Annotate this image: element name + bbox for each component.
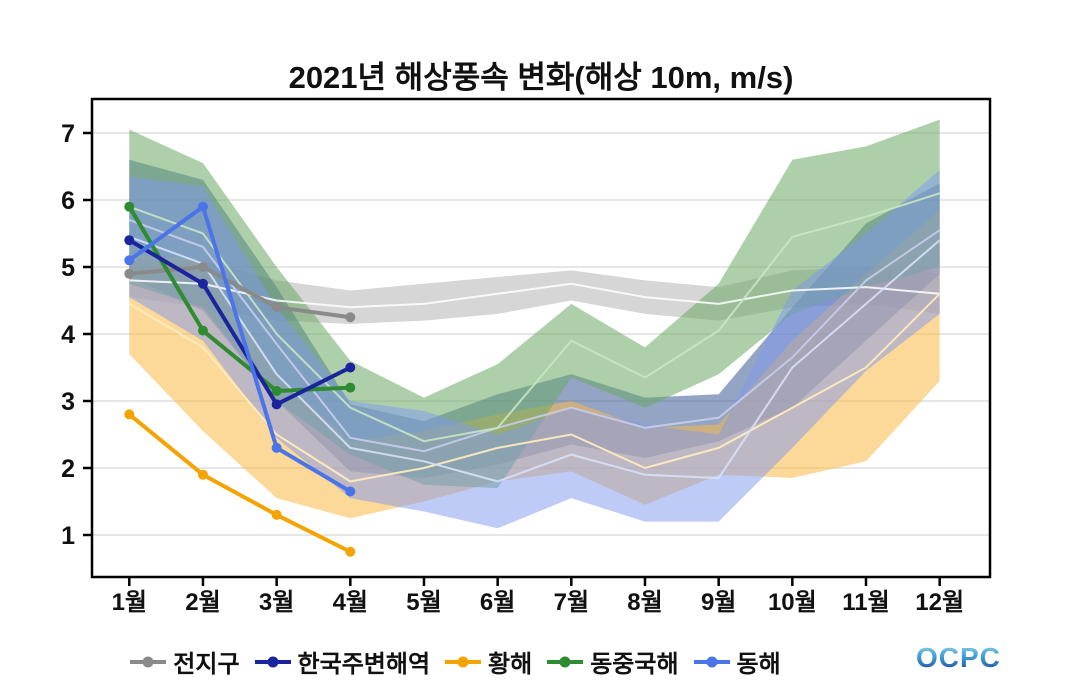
y-tick-label: 4 [61,321,75,349]
legend-marker-icon-yellow-sea [445,656,482,667]
legend-marker-icon-korea-waters [254,656,291,667]
mean-line-east-sea [128,235,941,483]
point-yellow-sea-m4 [345,546,356,557]
point-korea-waters-m2 [197,278,208,289]
legend-dot [706,656,718,667]
legend-item-global: 전지구 [129,644,240,679]
legend-marker-icon-global [130,656,167,667]
legend-label-east-china-sea: 동중국해 [590,651,679,678]
x-tick-label: 4월 [333,589,368,616]
y-tick-label: 5 [61,254,75,282]
legend-marker-icon-east-china-sea [547,656,584,667]
line-2021-korea-waters [127,238,353,407]
legend-label-yellow-sea: 황해 [488,651,533,678]
mean-line-korea-waters [128,219,941,453]
line-2021-yellow-sea [127,412,353,554]
legend-label-global: 전지구 [173,651,240,678]
y-tick-label: 1 [61,522,75,550]
point-east-china-sea-m4 [345,382,356,393]
x-tick-label: 3월 [259,589,294,616]
legend-item-east-china-sea: 동중국해 [546,644,679,679]
legend-dot [457,656,469,667]
legend-dot [267,656,279,667]
mean-line-global [129,279,940,309]
x-tick-label: 5월 [406,589,441,616]
point-global-m1 [124,268,135,279]
legend-item-korea-waters: 한국주변해역 [254,644,430,679]
line-2021-east-china-sea [127,204,353,393]
point-east-china-sea-m2 [197,325,208,336]
point-yellow-sea-m1 [124,409,135,420]
legend-item-yellow-sea: 황해 [444,644,532,679]
point-global-m4 [345,312,356,323]
legend-dot [559,656,571,667]
point-east-sea-m3 [271,442,282,453]
point-east-sea-m4 [345,486,356,497]
y-tick-label: 3 [61,388,75,416]
x-tick-label: 10월 [768,589,817,616]
x-tick-label: 9월 [701,589,736,616]
chart-title: 2021년 해상풍속 변화(해상 10m, m/s) [288,60,794,95]
point-east-sea-m2 [197,201,208,212]
point-global-m3 [271,302,282,313]
point-east-china-sea-m1 [124,201,135,212]
point-global-m2 [197,262,208,272]
point-east-sea-m1 [124,255,135,266]
legend-label-east-sea: 동해 [736,651,781,678]
x-tick-label: 11월 [842,589,889,616]
x-tick-label: 8월 [627,589,662,616]
point-east-china-sea-m3 [271,385,282,396]
point-korea-waters-m4 [345,362,356,373]
x-tick-label: 6월 [480,589,515,616]
legend-item-east-sea: 동해 [693,644,781,679]
axes-box [90,97,992,579]
x-tick-label: 2월 [185,589,220,616]
mean-line-yellow-sea [128,293,941,483]
mean-line-east-china-sea [128,192,940,443]
x-tick-label: 1월 [112,589,147,616]
legend: 전지구 한국주변해역 황해 동중국해 동해 [0,644,910,679]
legend-marker-icon-east-sea [693,656,730,667]
point-yellow-sea-m2 [197,469,208,480]
line-2021-east-sea [127,204,353,494]
y-tick-label: 2 [61,455,75,483]
point-yellow-sea-m3 [271,509,282,520]
y-tick-label: 6 [61,187,75,215]
legend-label-korea-waters: 한국주변해역 [297,651,431,678]
point-korea-waters-m3 [271,399,282,410]
x-tick-label: 7월 [554,589,589,616]
y-tick-label: 7 [61,120,75,148]
point-korea-waters-m1 [124,235,135,246]
legend-dot [142,656,154,667]
ocpc-logo: OCPC [916,642,1001,673]
x-tick-label: 12월 [915,589,964,616]
